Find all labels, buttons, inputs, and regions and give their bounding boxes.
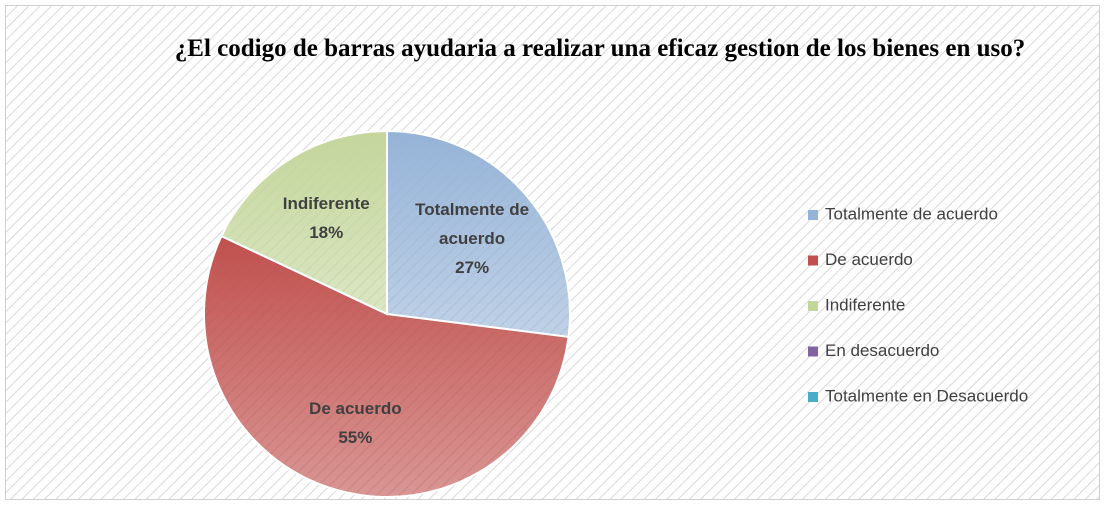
legend-label: En desacuerdo <box>825 341 939 360</box>
legend-swatch <box>808 210 818 220</box>
pie-slice <box>386 129 571 339</box>
pie-slice <box>220 129 388 316</box>
legend-swatch <box>808 301 818 311</box>
category-label: Indiferente <box>282 194 370 214</box>
legend-label: Totalmente de acuerdo <box>825 204 998 223</box>
title-box: ¿El codigo de barras ayudaria a realizar… <box>174 35 1026 62</box>
slice-label-box: De acuerdo 55% <box>309 398 402 447</box>
legend-swatch <box>808 346 818 357</box>
legend-label: Totalmente en Desacuerdo <box>825 386 1028 405</box>
category-label: De acuerdo <box>309 398 402 418</box>
legend-swatch <box>808 255 818 266</box>
slice-label-box: Indiferente 18% <box>282 194 370 243</box>
legend-swatch <box>808 392 818 402</box>
chart-title: ¿El codigo de barras ayudaria a realizar… <box>174 35 1026 62</box>
category-label: Totalmente de acuerdo <box>415 200 530 249</box>
pie-slice <box>203 234 570 498</box>
value-label: 55% <box>338 427 373 447</box>
legend-label: De acuerdo <box>825 250 913 269</box>
value-label: 18% <box>309 223 344 243</box>
slice-label-box: Totalmente de acuerdo 27% <box>415 200 530 278</box>
value-label: 27% <box>455 258 490 278</box>
legend-label: Indiferente <box>825 295 905 314</box>
